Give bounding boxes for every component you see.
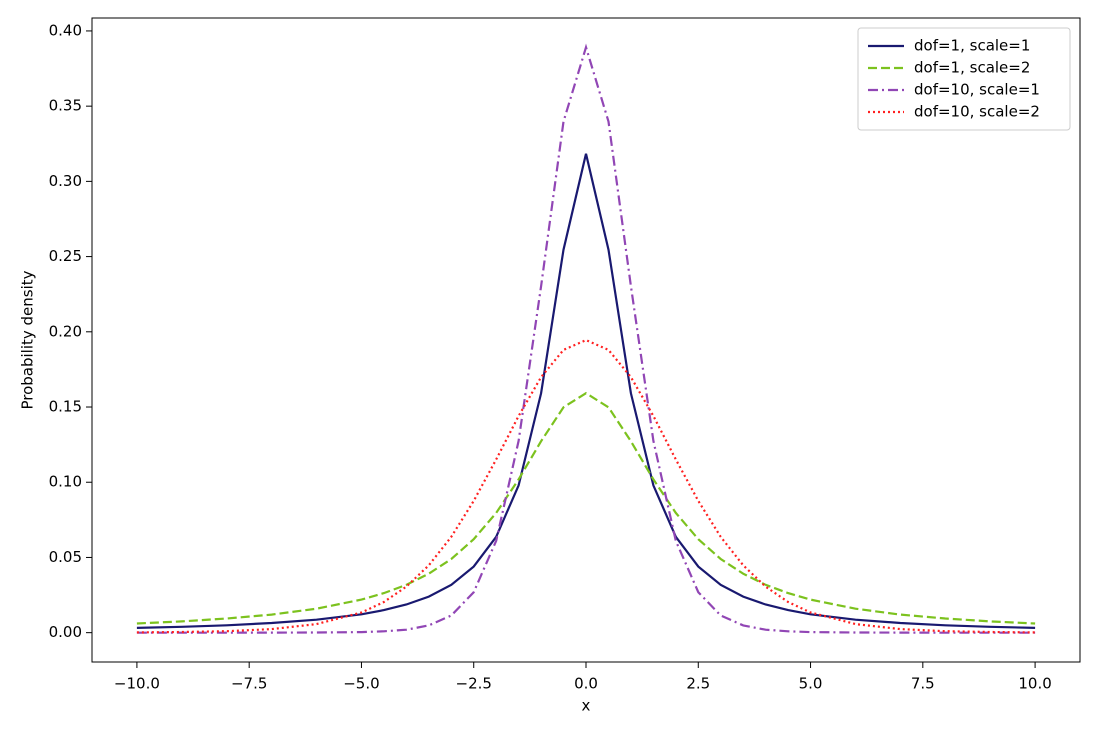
legend-box <box>857 27 1071 131</box>
y-tick-label: 0.35 <box>49 97 82 115</box>
x-tick-label: −10.0 <box>114 675 160 693</box>
x-tick-label: 7.5 <box>911 675 935 693</box>
series-line <box>136 153 1036 629</box>
y-tick-label: 0.40 <box>49 21 82 39</box>
x-tick-label: 5.0 <box>799 675 823 693</box>
x-tick-label: −7.5 <box>231 675 267 693</box>
y-tick-label: 0.30 <box>49 172 82 190</box>
plot-frame <box>91 17 1081 663</box>
x-axis-label: x <box>582 697 591 715</box>
x-tick-label: −2.5 <box>456 675 492 693</box>
y-tick-label: 0.25 <box>49 247 82 265</box>
series-line <box>136 338 1036 634</box>
legend-label: dof=10, scale=2 <box>914 103 1040 121</box>
y-tick-label: 0.15 <box>49 398 82 416</box>
y-tick-label: 0.00 <box>49 623 82 641</box>
y-tick-label: 0.10 <box>49 473 82 491</box>
x-tick-label: 0.0 <box>574 675 598 693</box>
y-tick-label: 0.20 <box>49 322 82 340</box>
legend-label: dof=1, scale=1 <box>914 37 1030 55</box>
x-tick-label: 10.0 <box>1018 675 1051 693</box>
series-line <box>136 391 1036 625</box>
legend-label: dof=10, scale=1 <box>914 81 1040 99</box>
series-line <box>136 43 1036 634</box>
legend-label: dof=1, scale=2 <box>914 59 1030 77</box>
y-axis-label: Probability density <box>19 270 37 409</box>
y-tick-label: 0.05 <box>49 548 82 566</box>
x-tick-label: −5.0 <box>343 675 379 693</box>
x-tick-label: 2.5 <box>686 675 710 693</box>
